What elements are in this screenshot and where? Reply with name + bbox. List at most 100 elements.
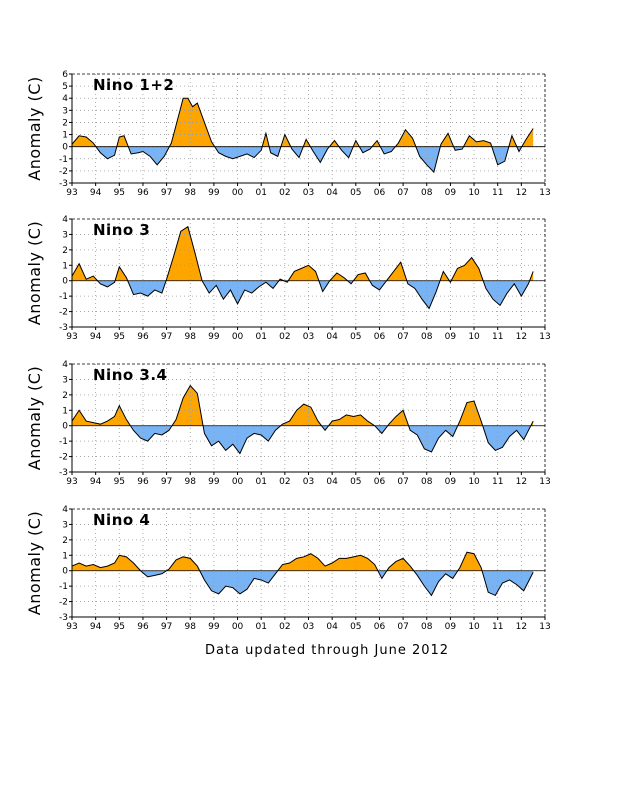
x-tick-label: 05	[350, 622, 361, 632]
x-tick-label: 95	[114, 477, 125, 487]
x-tick-label: 11	[492, 188, 503, 198]
x-tick-label: 99	[208, 332, 220, 342]
x-tick-label: 01	[255, 477, 266, 487]
x-tick-label: 95	[114, 188, 125, 198]
x-tick-label: 12	[516, 332, 527, 342]
x-tick-label: 01	[255, 332, 266, 342]
x-tick-label: 97	[161, 188, 172, 198]
x-tick-label: 96	[137, 332, 149, 342]
footer-text: Data updated through June 2012	[205, 643, 449, 658]
y-tick-label: -2	[59, 167, 68, 177]
y-tick-label: 3	[62, 520, 68, 530]
x-tick-label: 04	[326, 477, 338, 487]
x-tick-label: 95	[114, 332, 125, 342]
x-tick-label: 11	[492, 622, 503, 632]
x-tick-label: 08	[421, 188, 433, 198]
x-tick-label: 04	[326, 332, 338, 342]
x-tick-label: 08	[421, 332, 433, 342]
y-tick-label: -3	[59, 468, 68, 478]
negative-anomaly-fill	[130, 425, 531, 454]
x-tick-label: 98	[185, 477, 197, 487]
y-tick-label: -1	[59, 582, 68, 592]
negative-anomaly-fill	[140, 570, 534, 596]
panel-2: 93 94 95 96 97 98 99 00 01 02 03 04 05 06 07 08 09 10 11 12…	[25, 215, 551, 342]
anomaly-line	[71, 384, 534, 455]
x-tick-label: 97	[161, 477, 172, 487]
x-tick-label: 03	[303, 188, 314, 198]
x-tick-label: 00	[232, 622, 244, 632]
x-tick-label: 98	[185, 622, 197, 632]
x-tick-label: 93	[66, 622, 77, 632]
x-tick-label: 10	[468, 622, 480, 632]
x-tick-label: 07	[397, 332, 408, 342]
x-tick-label: 11	[492, 477, 503, 487]
y-tick-label: -1	[59, 292, 68, 302]
x-tick-label: 07	[397, 477, 408, 487]
y-tick-label: 4	[62, 505, 68, 515]
x-tick-label: 00	[232, 477, 244, 487]
x-tick-label: 06	[374, 622, 386, 632]
x-tick-label: 11	[492, 332, 503, 342]
x-tick-label: 02	[279, 622, 290, 632]
panel-title: Nino 3.4	[93, 366, 167, 384]
x-tick-label: 02	[279, 332, 290, 342]
x-tick-label: 01	[255, 622, 266, 632]
x-tick-label: 94	[90, 622, 102, 632]
x-tick-label: 12	[516, 188, 527, 198]
x-tick-label: 05	[350, 477, 361, 487]
x-tick-label: 01	[255, 188, 266, 198]
x-tick-label: 96	[137, 622, 149, 632]
y-tick-label: 2	[62, 391, 68, 401]
y-tick-label: 4	[62, 94, 68, 104]
x-tick-label: 03	[303, 622, 314, 632]
x-tick-label: 06	[374, 332, 386, 342]
x-tick-label: 09	[445, 332, 457, 342]
y-tick-label: 4	[62, 215, 68, 225]
x-tick-label: 99	[208, 477, 220, 487]
y-tick-label: 3	[62, 375, 68, 385]
x-tick-label: 07	[397, 622, 408, 632]
x-tick-label: 10	[468, 332, 480, 342]
x-tick-label: 13	[539, 622, 550, 632]
negative-anomaly-fill	[97, 280, 530, 309]
x-tick-label: 97	[161, 622, 172, 632]
panel-title: Nino 3	[93, 221, 150, 239]
y-tick-label: -1	[59, 155, 68, 165]
x-tick-label: 10	[468, 477, 480, 487]
y-tick-label: 0	[62, 567, 68, 577]
y-tick-label: 4	[62, 360, 68, 370]
x-tick-label: 93	[66, 188, 77, 198]
x-tick-label: 96	[137, 188, 149, 198]
y-tick-label: 6	[62, 70, 68, 80]
x-tick-label: 09	[445, 622, 457, 632]
y-axis-label: Anomaly (C)	[25, 76, 44, 180]
y-tick-label: 2	[62, 536, 68, 546]
x-tick-label: 12	[516, 622, 527, 632]
y-tick-label: 0	[62, 422, 68, 432]
x-tick-label: 95	[114, 622, 125, 632]
x-tick-label: 04	[326, 622, 338, 632]
x-tick-label: 03	[303, 477, 314, 487]
x-tick-label: 97	[161, 332, 172, 342]
x-tick-label: 04	[326, 188, 338, 198]
x-tick-label: 02	[279, 188, 290, 198]
x-tick-label: 13	[539, 188, 550, 198]
y-tick-label: 3	[62, 230, 68, 240]
y-tick-label: -1	[59, 437, 68, 447]
y-tick-label: 0	[62, 143, 68, 153]
anomaly-line	[71, 225, 534, 310]
x-tick-label: 05	[350, 332, 361, 342]
x-tick-label: 02	[279, 477, 290, 487]
x-tick-label: 00	[232, 188, 244, 198]
x-tick-label: 03	[303, 332, 314, 342]
y-axis-label: Anomaly (C)	[25, 221, 44, 325]
x-tick-label: 05	[350, 188, 361, 198]
x-tick-label: 10	[468, 188, 480, 198]
panel-3: 93 94 95 96 97 98 99 00 01 02 03 04 05 06 07 08 09 10 11 12…	[25, 360, 551, 487]
panel-1: 93 94 95 96 97 98 99 00 01 02 03 04 05 06 07 08 09 10 11 12…	[25, 70, 551, 198]
x-tick-label: 98	[185, 332, 197, 342]
x-tick-label: 00	[232, 332, 244, 342]
y-axis-label: Anomaly (C)	[25, 511, 44, 615]
x-tick-label: 06	[374, 477, 386, 487]
y-tick-label: -3	[59, 613, 68, 623]
